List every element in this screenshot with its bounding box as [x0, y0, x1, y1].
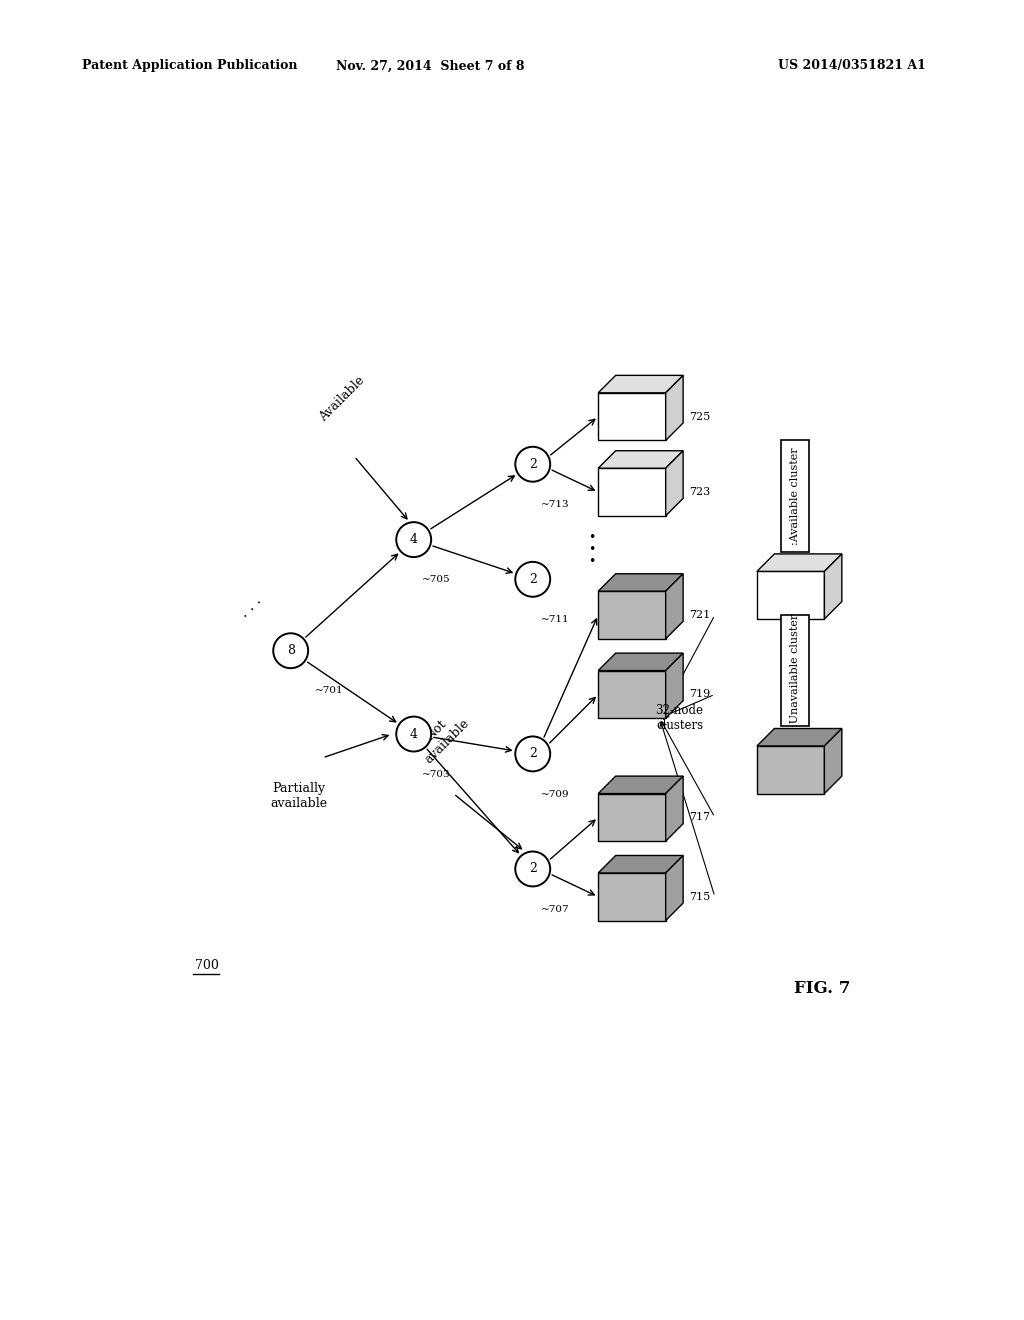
Text: 721: 721: [689, 610, 711, 620]
Text: Nov. 27, 2014  Sheet 7 of 8: Nov. 27, 2014 Sheet 7 of 8: [336, 59, 524, 73]
Text: ~701: ~701: [314, 686, 343, 696]
Polygon shape: [598, 671, 666, 718]
Polygon shape: [824, 729, 842, 793]
Text: 2: 2: [528, 458, 537, 471]
Text: ~707: ~707: [541, 904, 569, 913]
Polygon shape: [598, 450, 683, 469]
Polygon shape: [666, 855, 683, 920]
Text: ~709: ~709: [541, 789, 569, 799]
Polygon shape: [666, 375, 683, 441]
Text: •: •: [589, 554, 596, 568]
Text: 2: 2: [528, 747, 537, 760]
Text: :Unavailable cluster: :Unavailable cluster: [790, 614, 800, 727]
Text: 725: 725: [689, 412, 711, 421]
Text: •: •: [589, 543, 596, 556]
Circle shape: [273, 634, 308, 668]
Text: 32-node
clusters: 32-node clusters: [655, 704, 703, 733]
Text: 719: 719: [689, 689, 711, 700]
Polygon shape: [757, 746, 824, 793]
Text: 715: 715: [689, 892, 711, 902]
Text: ~703: ~703: [422, 770, 451, 779]
Polygon shape: [598, 855, 683, 873]
Polygon shape: [757, 572, 824, 619]
Polygon shape: [757, 554, 842, 572]
Text: 723: 723: [689, 487, 711, 498]
Text: 2: 2: [528, 573, 537, 586]
Circle shape: [396, 717, 431, 751]
Text: US 2014/0351821 A1: US 2014/0351821 A1: [778, 59, 926, 73]
Text: :Available cluster: :Available cluster: [790, 447, 800, 545]
Polygon shape: [666, 776, 683, 841]
Text: ~711: ~711: [541, 615, 569, 624]
Text: 4: 4: [410, 727, 418, 741]
Text: FIG. 7: FIG. 7: [795, 979, 851, 997]
Polygon shape: [598, 375, 683, 393]
Polygon shape: [824, 554, 842, 619]
FancyBboxPatch shape: [780, 615, 809, 726]
Circle shape: [515, 851, 550, 887]
Polygon shape: [598, 574, 683, 591]
Text: •: •: [589, 531, 596, 544]
Text: 700: 700: [196, 960, 219, 972]
Polygon shape: [757, 729, 842, 746]
Text: 717: 717: [689, 812, 711, 822]
Circle shape: [396, 523, 431, 557]
Polygon shape: [598, 793, 666, 841]
Text: Patent Application Publication: Patent Application Publication: [82, 59, 297, 73]
Polygon shape: [666, 450, 683, 516]
Text: 2: 2: [528, 862, 537, 875]
Polygon shape: [598, 591, 666, 639]
FancyBboxPatch shape: [780, 441, 809, 552]
Text: Not
available: Not available: [412, 706, 472, 766]
Text: ~705: ~705: [422, 576, 451, 585]
Polygon shape: [598, 873, 666, 920]
Text: Available: Available: [317, 375, 368, 425]
Text: 8: 8: [287, 644, 295, 657]
Circle shape: [515, 737, 550, 771]
Text: . . .: . . .: [238, 594, 264, 620]
Polygon shape: [598, 469, 666, 516]
Polygon shape: [598, 653, 683, 671]
Polygon shape: [598, 776, 683, 793]
Text: 4: 4: [410, 533, 418, 546]
Polygon shape: [666, 653, 683, 718]
Polygon shape: [666, 574, 683, 639]
Circle shape: [515, 562, 550, 597]
Polygon shape: [598, 393, 666, 441]
Text: Partially
available: Partially available: [270, 781, 328, 809]
Circle shape: [515, 446, 550, 482]
Text: ~713: ~713: [541, 500, 569, 510]
